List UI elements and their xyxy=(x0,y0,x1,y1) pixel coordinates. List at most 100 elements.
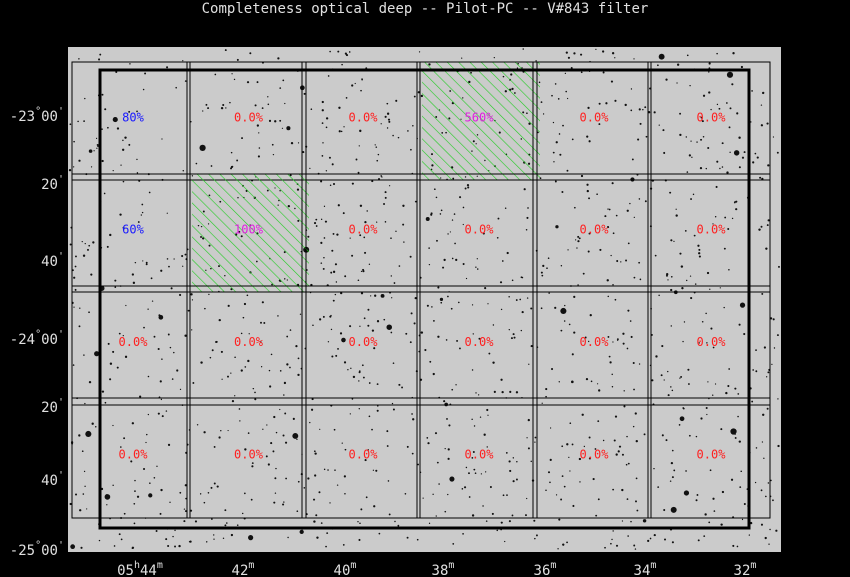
star xyxy=(327,75,330,77)
superscript: ' xyxy=(58,251,64,262)
star xyxy=(165,538,168,541)
star xyxy=(734,387,737,390)
star xyxy=(638,363,641,365)
star xyxy=(279,87,282,89)
star xyxy=(309,167,311,170)
star xyxy=(159,512,162,515)
star xyxy=(738,136,740,139)
star xyxy=(730,428,737,435)
label-part: 00 xyxy=(41,332,58,348)
star xyxy=(611,373,613,376)
star xyxy=(560,307,567,315)
star xyxy=(738,166,741,169)
star xyxy=(499,281,503,284)
star xyxy=(205,103,208,106)
star xyxy=(329,502,331,504)
star xyxy=(275,431,278,434)
star xyxy=(116,127,120,130)
star xyxy=(286,335,289,338)
star xyxy=(101,93,104,96)
star xyxy=(332,299,335,302)
star xyxy=(120,164,122,166)
star xyxy=(577,240,580,243)
star xyxy=(471,369,474,371)
star xyxy=(500,308,503,311)
star xyxy=(437,286,440,289)
star xyxy=(196,424,199,426)
star xyxy=(509,390,512,393)
star xyxy=(390,237,392,240)
star xyxy=(725,391,728,395)
star xyxy=(511,279,514,282)
star xyxy=(207,107,210,110)
star xyxy=(439,213,442,215)
star xyxy=(361,78,363,80)
star xyxy=(175,86,177,89)
star xyxy=(98,58,101,61)
star xyxy=(145,441,147,444)
star xyxy=(768,543,770,545)
star xyxy=(168,265,170,268)
star xyxy=(286,363,289,366)
star xyxy=(440,209,443,212)
star xyxy=(72,364,75,366)
star xyxy=(710,108,712,111)
star xyxy=(313,450,316,453)
hatched-cell xyxy=(192,174,309,292)
star xyxy=(630,88,633,90)
y-axis-label: 40' xyxy=(41,470,64,489)
star xyxy=(418,51,421,53)
star xyxy=(249,52,252,55)
star xyxy=(149,482,151,484)
star xyxy=(721,490,725,494)
star xyxy=(667,370,669,373)
star xyxy=(691,156,693,158)
star xyxy=(349,413,351,415)
star xyxy=(482,505,484,507)
star xyxy=(530,307,533,310)
star xyxy=(330,328,333,331)
star xyxy=(360,89,362,92)
star xyxy=(561,191,564,194)
star xyxy=(380,123,382,125)
star xyxy=(576,247,578,249)
star xyxy=(558,133,561,135)
star xyxy=(682,340,684,343)
star xyxy=(726,102,728,104)
star xyxy=(611,52,615,55)
star xyxy=(284,412,287,415)
star xyxy=(87,248,89,251)
cell-label: 0.0% xyxy=(697,448,727,462)
star xyxy=(452,543,455,545)
star xyxy=(362,268,365,271)
star xyxy=(630,109,633,112)
star xyxy=(562,124,564,127)
star xyxy=(79,307,81,309)
star xyxy=(665,274,668,277)
cell-box xyxy=(71,397,191,519)
star xyxy=(467,186,470,189)
star xyxy=(394,520,396,523)
cell-label: 0.0% xyxy=(697,335,727,349)
star xyxy=(633,276,636,279)
star xyxy=(254,104,257,107)
star xyxy=(248,535,254,541)
cell-label: 0.0% xyxy=(349,448,379,462)
star xyxy=(678,424,681,426)
star xyxy=(341,442,343,444)
star xyxy=(233,78,236,81)
star xyxy=(284,102,286,105)
y-axis-label: -23°00' xyxy=(10,106,64,125)
star xyxy=(627,535,629,537)
star xyxy=(626,209,629,212)
star xyxy=(508,520,511,523)
star xyxy=(552,151,555,154)
star xyxy=(220,350,223,353)
star xyxy=(270,353,273,356)
star xyxy=(765,495,767,498)
star xyxy=(597,498,600,501)
star xyxy=(336,233,339,236)
star xyxy=(583,445,586,448)
star xyxy=(231,73,233,75)
star xyxy=(698,255,701,258)
